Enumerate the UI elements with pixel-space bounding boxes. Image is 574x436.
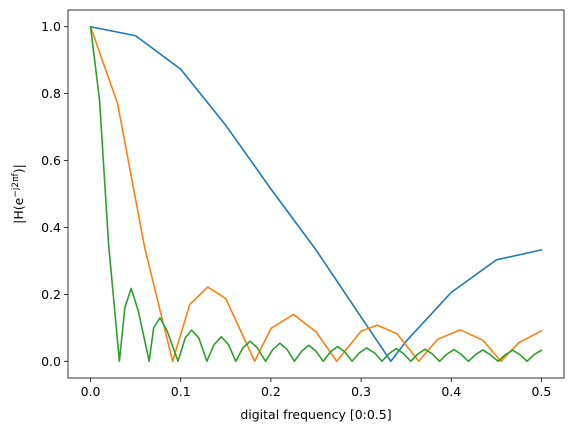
y-tick-label: 0.0	[41, 354, 61, 369]
y-tick-label: 0.2	[41, 287, 61, 302]
x-tick-label: 0.4	[441, 384, 461, 399]
series-line-2	[89, 25, 543, 363]
y-tick-label: 1.0	[41, 19, 61, 34]
y-tick-label: 0.8	[41, 86, 61, 101]
x-tick-label: 0.2	[261, 384, 281, 399]
y-axis-label-prefix: |H(e	[11, 197, 26, 223]
axes-frame	[67, 9, 565, 379]
series-line-1	[89, 25, 543, 363]
series-line-3	[89, 25, 543, 363]
x-tick-label: 0.3	[351, 384, 371, 399]
y-axis-label: |H(e−j2πf)|	[11, 164, 26, 224]
x-tick-label: 0.5	[532, 384, 552, 399]
y-tick-label: 0.4	[41, 220, 61, 235]
x-axis-label: digital frequency [0:0.5]	[240, 407, 391, 422]
x-axis-ticks: 0.0 0.1 0.2 0.3 0.4 0.5	[81, 378, 552, 399]
series-layer	[89, 25, 543, 363]
y-axis-label-suffix: )|	[11, 164, 26, 173]
x-tick-label: 0.1	[171, 384, 191, 399]
y-axis-ticks: 0.0 0.2 0.4 0.6 0.8 1.0	[41, 19, 68, 369]
x-tick-label: 0.0	[81, 384, 101, 399]
y-tick-label: 0.6	[41, 153, 61, 168]
y-axis-label-superscript: −j2πf	[11, 172, 21, 197]
